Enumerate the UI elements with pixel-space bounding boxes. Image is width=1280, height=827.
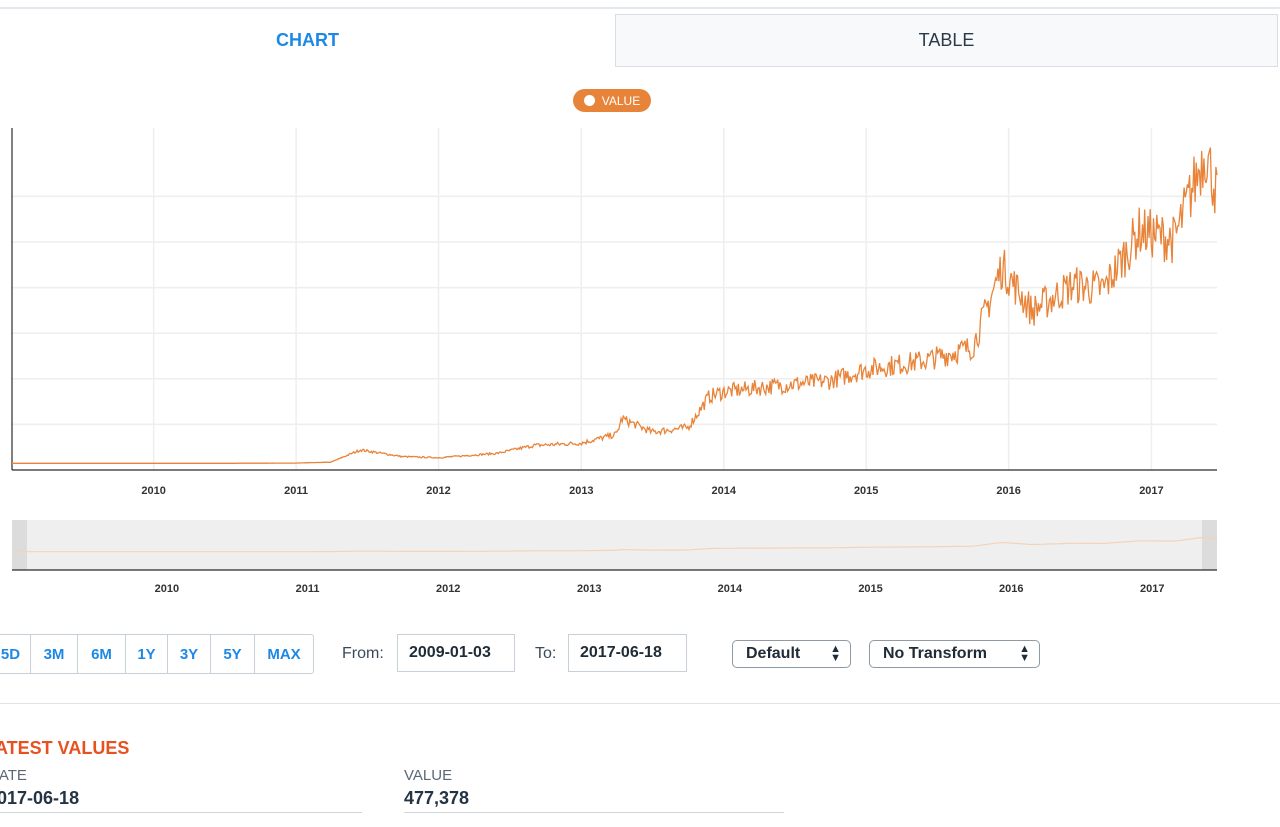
latest-values-title: LATEST VALUES (0, 738, 130, 758)
navigator[interactable]: 2010 2011 2012 2013 2014 2015 2016 2017 (0, 510, 1280, 610)
view-tabs: CHART TABLE (0, 14, 1280, 68)
navigator-tick-label: 2016 (999, 583, 1023, 595)
navigator-handle-left[interactable] (12, 520, 27, 570)
tab-chart[interactable]: CHART (0, 14, 615, 67)
x-tick-label: 2015 (854, 485, 878, 497)
range-button-group: 5D 3M 6M 1Y 3Y 5Y MAX (0, 634, 314, 674)
series-line-value (12, 147, 1218, 464)
main-chart[interactable]: 2010 2011 2012 2013 2014 2015 2016 2017 (0, 0, 1280, 510)
navigator-tick-label: 2014 (718, 583, 743, 595)
navigator-tick-label: 2017 (1140, 583, 1164, 595)
navigator-tick-label: 2013 (577, 583, 601, 595)
from-label: From: (342, 645, 384, 662)
range-button-3y[interactable]: 3Y (168, 635, 211, 673)
x-tick-label: 2016 (996, 485, 1020, 497)
navigator-tick-label: 2011 (296, 583, 320, 595)
legend-dot-icon (583, 95, 595, 106)
select-arrows-icon: ▲ ▼ (1019, 643, 1030, 664)
chart-vertical-gridlines (152, 128, 1153, 470)
select-arrows-icon: ▲ ▼ (830, 643, 841, 664)
latest-date-value: 2017-06-18 (0, 788, 80, 808)
latest-date-label: DATE (0, 767, 27, 784)
section-divider (0, 703, 1280, 704)
latest-value-label: VALUE (404, 767, 453, 784)
x-tick-label: 2011 (284, 485, 308, 497)
range-button-5d[interactable]: 5D (0, 635, 31, 673)
range-button-max[interactable]: MAX (267, 645, 301, 663)
legend-toggle-value[interactable]: VALUE (573, 89, 651, 112)
to-label: To: (535, 645, 557, 662)
x-tick-label: 2010 (141, 485, 165, 497)
from-date-input[interactable]: 2009-01-03 (397, 634, 515, 672)
to-date-input[interactable]: 2017-06-18 (568, 634, 687, 672)
latest-value-value: 477,378 (404, 788, 470, 808)
navigator-handle-right[interactable] (1202, 520, 1217, 570)
date-underline (0, 812, 362, 813)
frequency-select[interactable]: Default ▲ ▼ (732, 640, 851, 668)
range-button-3m[interactable]: 3M (31, 635, 78, 673)
value-underline (404, 812, 784, 813)
navigator-tick-label: 2010 (155, 583, 179, 595)
range-button-5y[interactable]: 5Y (211, 635, 255, 673)
navigator-tick-label: 2015 (858, 583, 882, 595)
tab-table[interactable]: TABLE (615, 14, 1278, 67)
navigator-tick-label: 2012 (436, 583, 460, 595)
x-tick-label: 2017 (1139, 485, 1163, 497)
range-button-1y[interactable]: 1Y (126, 635, 168, 673)
navigator-tick-labels: 2010 2011 2012 2013 2014 2015 2016 2017 (155, 583, 1165, 595)
x-axis-tick-labels: 2010 2011 2012 2013 2014 2015 2016 2017 (141, 485, 1163, 497)
top-border (0, 7, 1280, 9)
transform-select-value: No Transform (883, 645, 988, 662)
x-tick-label: 2014 (712, 485, 737, 497)
frequency-select-value: Default (746, 645, 801, 662)
range-button-6m[interactable]: 6M (78, 635, 126, 673)
x-tick-label: 2013 (569, 485, 593, 497)
x-tick-label: 2012 (426, 485, 450, 497)
transform-select[interactable]: No Transform ▲ ▼ (869, 640, 1040, 668)
legend-label: VALUE (601, 93, 641, 108)
navigator-selection[interactable] (12, 520, 1217, 570)
navigator-series-line (12, 536, 1218, 553)
